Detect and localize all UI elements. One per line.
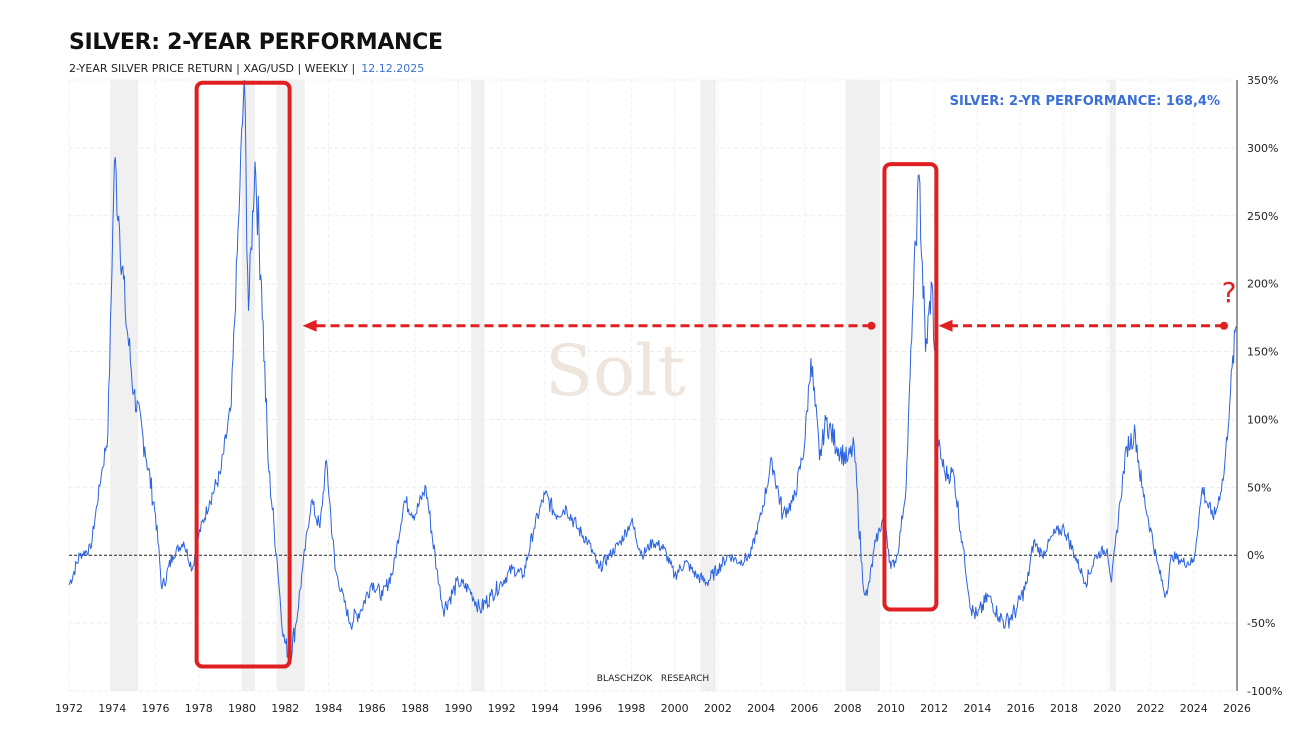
x-tick-label: 2026 <box>1223 702 1251 715</box>
x-tick-label: 2012 <box>920 702 948 715</box>
shaded-period <box>845 80 881 691</box>
source-label: BLASCHZOK RESEARCH <box>597 674 709 684</box>
x-tick-label: 2004 <box>747 702 775 715</box>
x-tick-label: 1988 <box>401 702 429 715</box>
x-tick-label: 1978 <box>185 702 213 715</box>
shaded-period <box>700 80 716 691</box>
x-tick-label: 2000 <box>661 702 689 715</box>
highlight-box <box>194 80 292 669</box>
arrow-origin-dot <box>1220 321 1229 330</box>
y-tick-label: 150% <box>1247 346 1278 359</box>
x-tick-label: 1996 <box>574 702 602 715</box>
y-tick-label: 300% <box>1247 142 1278 155</box>
arrow-origin-dot <box>867 321 876 330</box>
x-tick-label: 1994 <box>531 702 559 715</box>
x-tick-label: 1990 <box>444 702 472 715</box>
arrow-head <box>302 319 317 332</box>
shaded-period <box>242 80 256 691</box>
highlight-box <box>882 162 939 612</box>
y-tick-label: 350% <box>1247 74 1278 87</box>
y-tick-label: 50% <box>1247 481 1271 494</box>
x-tick-label: 2022 <box>1136 702 1164 715</box>
x-tick-label: 1980 <box>228 702 256 715</box>
x-tick-label: 1998 <box>617 702 645 715</box>
chart-subtitle: 2-YEAR SILVER PRICE RETURN | XAG/USD | W… <box>69 62 424 75</box>
x-tick-label: 2018 <box>1050 702 1078 715</box>
x-tick-label: 1992 <box>488 702 516 715</box>
y-tick-label: 200% <box>1247 278 1278 291</box>
x-tick-label: 2010 <box>877 702 905 715</box>
x-tick-label: 1982 <box>271 702 299 715</box>
x-tick-label: 2014 <box>963 702 991 715</box>
y-tick-label: -100% <box>1247 685 1282 698</box>
x-tick-label: 1974 <box>98 702 126 715</box>
x-tick-label: 1984 <box>315 702 343 715</box>
performance-label: SILVER: 2-YR PERFORMANCE: 168,4% <box>950 94 1220 109</box>
series-line <box>68 79 1237 661</box>
x-tick-label: 1976 <box>142 702 170 715</box>
watermark: Solt <box>545 330 686 412</box>
arrow-head <box>938 319 953 332</box>
x-tick-label: 1972 <box>55 702 83 715</box>
question-mark: ? <box>1222 276 1237 309</box>
shaded-period <box>110 80 139 691</box>
x-tick-label: 2008 <box>834 702 862 715</box>
shaded-period <box>1109 80 1116 691</box>
y-tick-label: 100% <box>1247 413 1278 426</box>
x-tick-label: 2020 <box>1093 702 1121 715</box>
y-tick-label: -50% <box>1247 617 1275 630</box>
subtitle-date: 12.12.2025 <box>361 62 425 75</box>
x-tick-label: 2002 <box>704 702 732 715</box>
shaded-period <box>471 80 485 691</box>
x-tick-label: 2006 <box>790 702 818 715</box>
x-tick-label: 2024 <box>1180 702 1208 715</box>
x-tick-label: 1986 <box>358 702 386 715</box>
y-tick-label: 250% <box>1247 210 1278 223</box>
y-tick-label: 0% <box>1247 549 1264 562</box>
chart-title: SILVER: 2-YEAR PERFORMANCE <box>69 30 443 55</box>
subtitle-text: 2-YEAR SILVER PRICE RETURN | XAG/USD | W… <box>69 62 356 75</box>
x-tick-label: 2016 <box>1007 702 1035 715</box>
